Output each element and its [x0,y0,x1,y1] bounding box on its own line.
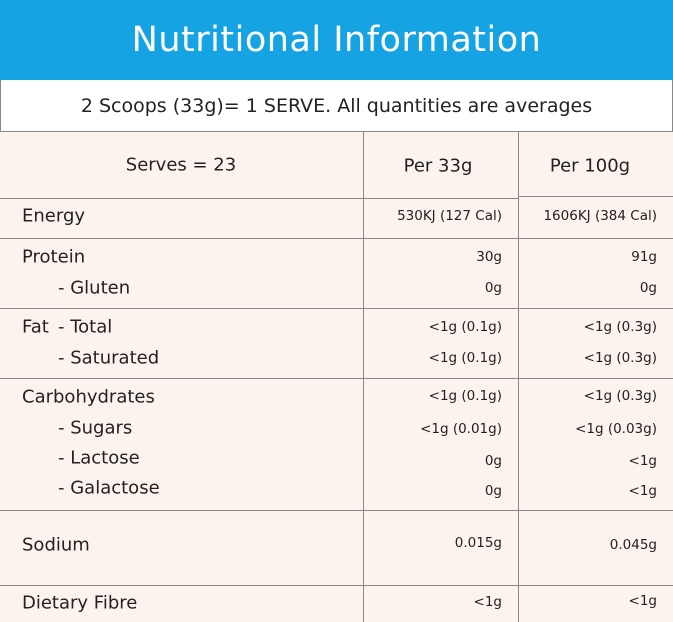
value-per33: 530KJ (127 Cal) [397,208,502,224]
value-per33: <1g [473,594,502,610]
value-per100: <1g (0.3g) [583,319,657,335]
row-divider [0,308,673,309]
value-per33: 0g [484,483,502,499]
row-divider [0,510,673,511]
row-divider [518,196,673,197]
value-per33: 0g [484,280,502,296]
serves-header: Serves = 23 [125,154,237,176]
row-divider [0,378,673,379]
per33-header: Per 33g [403,155,473,177]
value-per100: 0g [639,280,657,296]
column-divider [518,132,519,622]
row-label: Sodium [22,534,90,556]
row-label: - Saturated [58,347,160,369]
row-label: Carbohydrates [22,386,155,408]
value-per100: <1g [628,453,657,469]
value-per33: <1g (0.01g) [420,421,502,437]
row-label: - Sugars [58,417,133,439]
row-divider [0,198,518,199]
value-per100: <1g [628,483,657,499]
row-divider [0,238,673,239]
row-label: - Galactose [58,477,160,499]
value-per33: 30g [476,249,502,265]
column-divider [363,132,364,622]
serving-note: 2 Scoops (33g)= 1 SERVE. All quantities … [0,80,673,132]
row-divider [0,585,673,586]
row-label: Energy [22,205,86,227]
row-sublabel: - Total [58,316,113,338]
value-per33: <1g (0.1g) [428,350,502,366]
value-per33: <1g (0.1g) [428,388,502,404]
value-per100: 91g [631,249,657,265]
row-label: Fat [22,316,49,338]
value-per100: 1606KJ (384 Cal) [543,208,657,224]
row-label: - Gluten [58,277,131,299]
value-per100: <1g (0.3g) [583,388,657,404]
value-per33: 0.015g [454,535,502,551]
per100-header: Per 100g [549,155,631,177]
value-per100: 0.045g [609,537,657,553]
row-label: - Lactose [58,447,140,469]
value-per100: <1g (0.3g) [583,350,657,366]
page-title: Nutritional Information [0,0,673,80]
value-per100: <1g (0.03g) [575,421,657,437]
value-per33: <1g (0.1g) [428,319,502,335]
row-label: Protein [22,246,86,268]
value-per100: <1g [628,593,657,609]
value-per33: 0g [484,453,502,469]
row-label: Dietary Fibre [22,592,138,614]
